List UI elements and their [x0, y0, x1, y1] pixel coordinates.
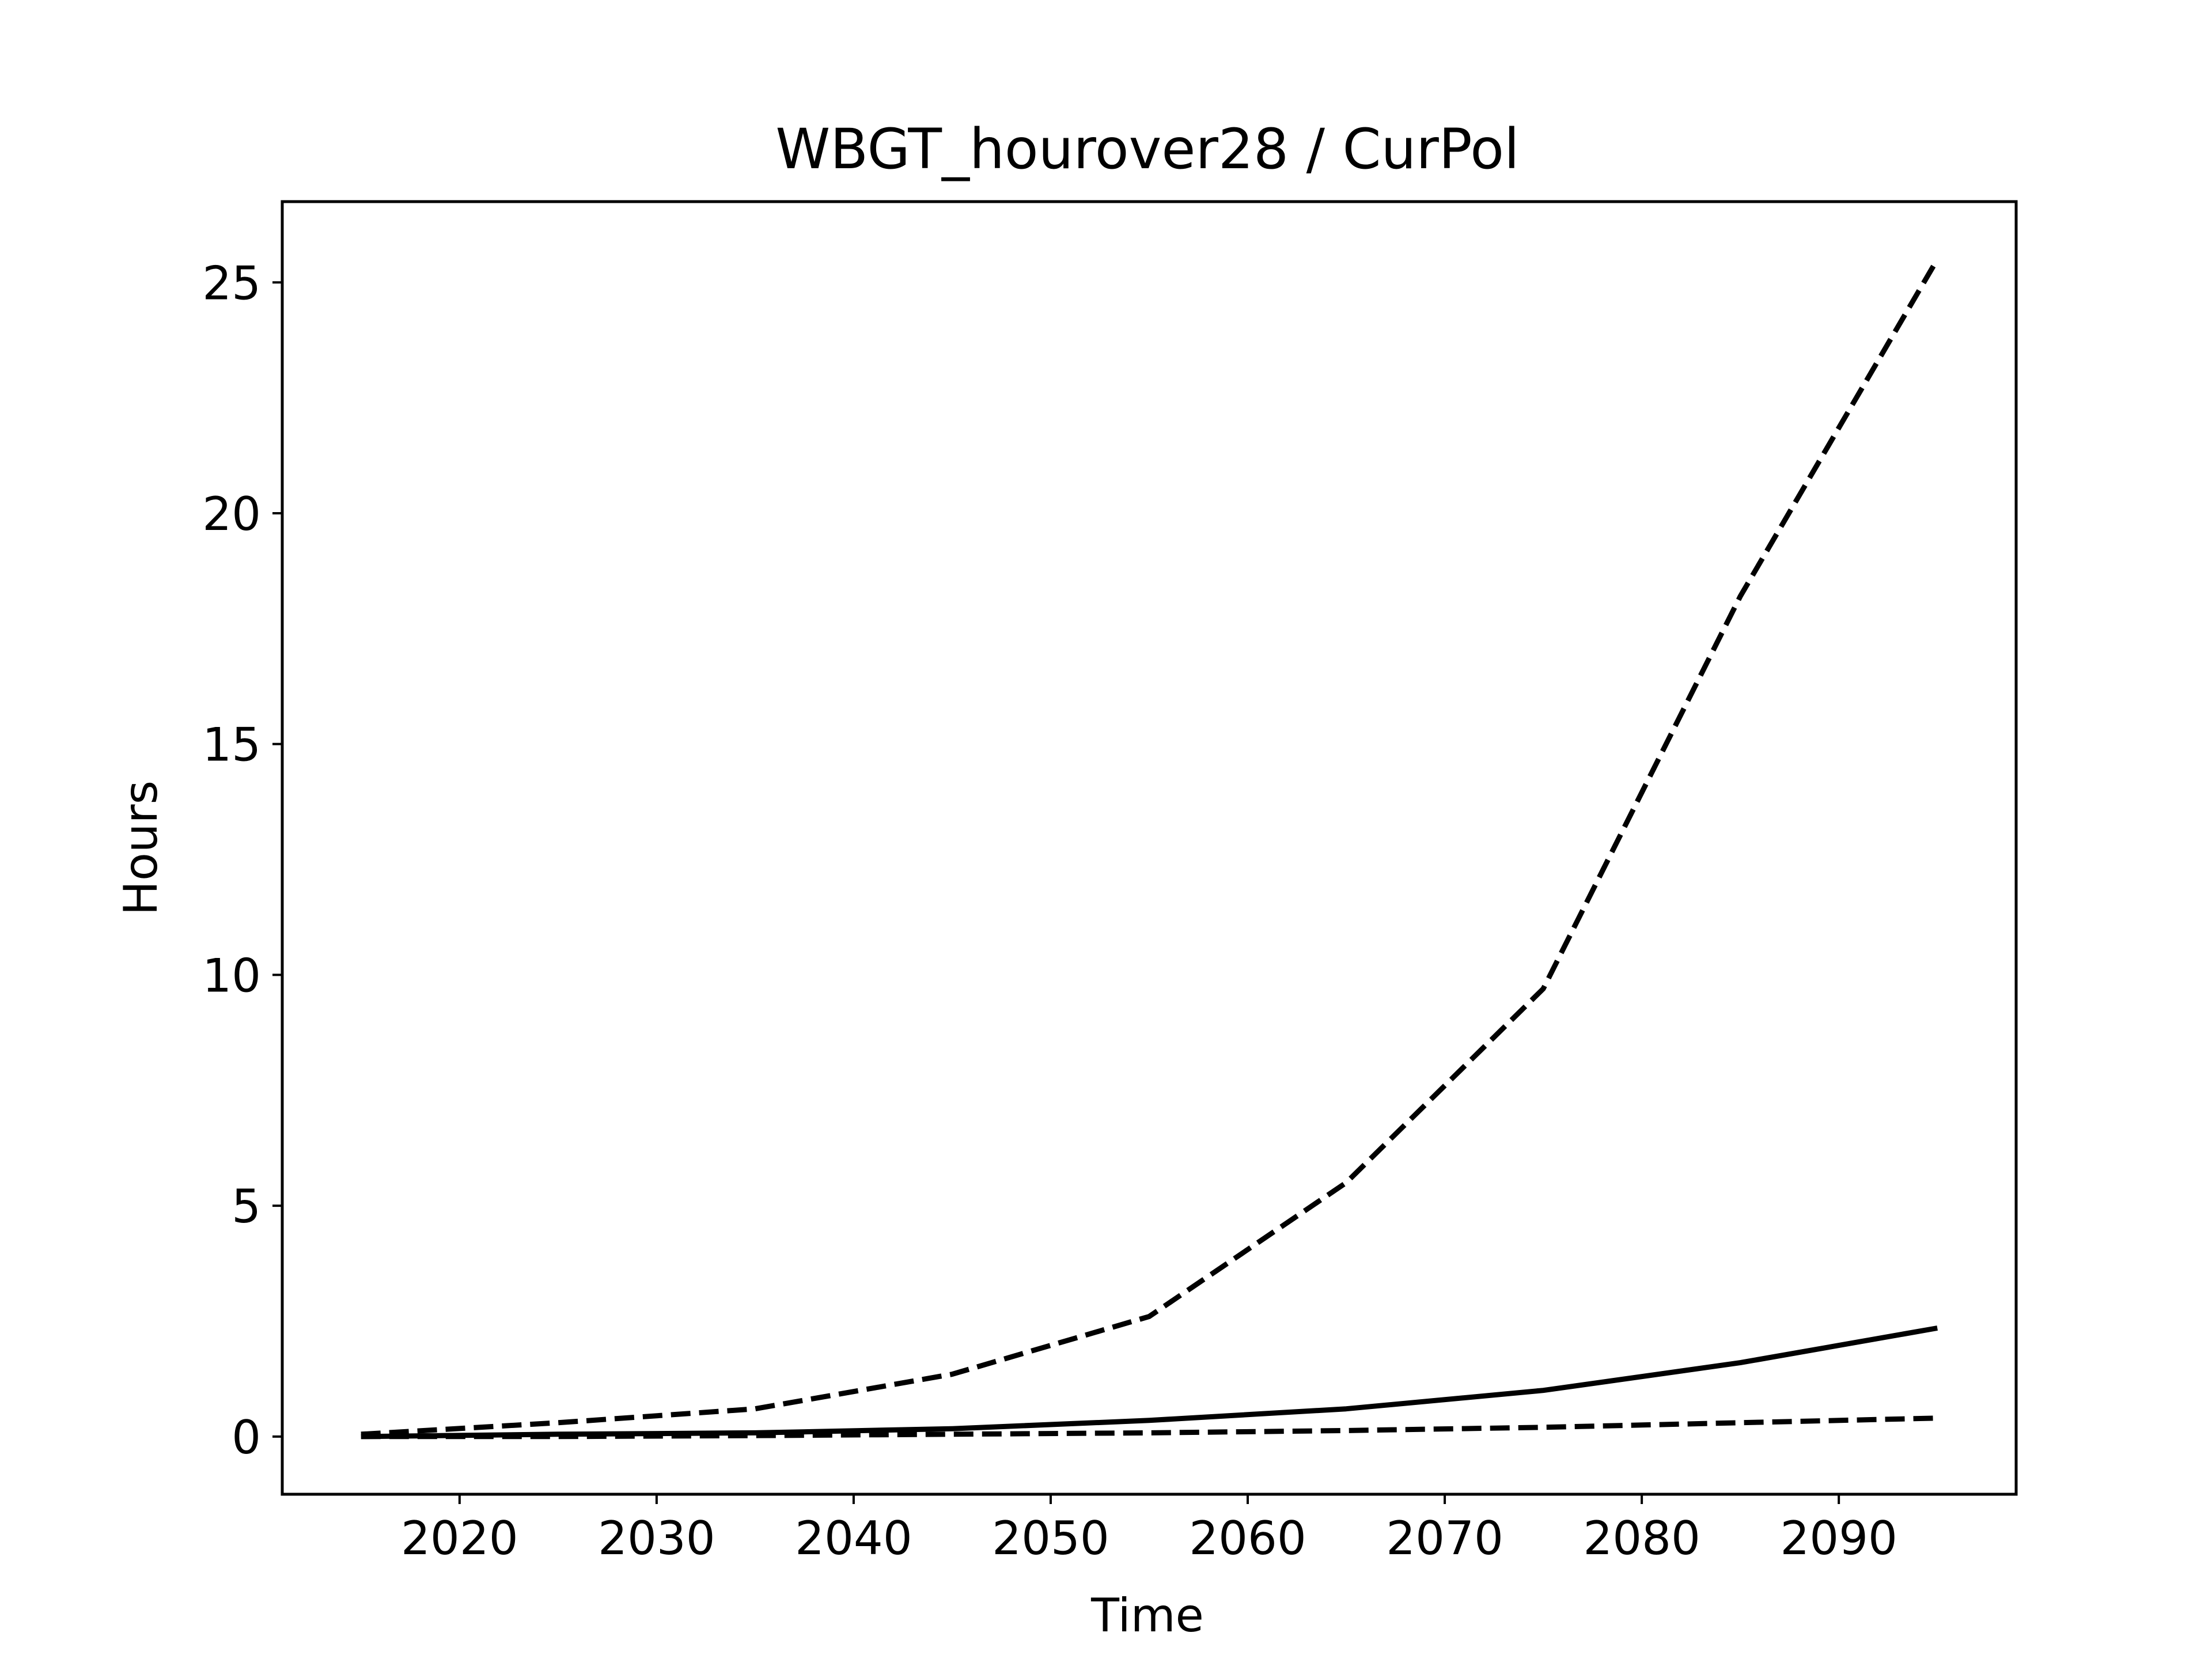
y-tick-label: 15	[202, 718, 261, 772]
x-tick-label: 2070	[1386, 1512, 1503, 1565]
plot-lines	[361, 257, 1940, 1440]
y-tick-label: 25	[202, 256, 261, 310]
y-axis: 0 5 10 15 20 25	[202, 256, 282, 1464]
y-tick-label: 5	[232, 1180, 261, 1233]
x-tick-label: 2060	[1189, 1512, 1306, 1565]
x-tick-label: 2040	[795, 1512, 912, 1565]
x-axis: 2020 2030 2040 2050 2060 2070 2080 2090	[401, 1494, 1897, 1565]
x-axis-label: Time	[1090, 1589, 1204, 1642]
x-tick-label: 2050	[992, 1512, 1109, 1565]
x-tick-label: 2030	[598, 1512, 715, 1565]
x-tick-label: 2080	[1583, 1512, 1700, 1565]
y-tick-label: 10	[202, 949, 261, 1002]
dashed-series-line-3	[361, 1415, 1938, 1440]
y-tick-label: 20	[202, 487, 261, 541]
x-tick-label: 2020	[401, 1512, 518, 1565]
y-tick-label: 0	[232, 1411, 261, 1464]
plot-frame	[281, 200, 2018, 1496]
x-tick-label: 2090	[1780, 1512, 1897, 1565]
chart-title: WBGT_hourover28 / CurPol	[775, 117, 1519, 181]
dashed-series-line-2	[361, 257, 1940, 1437]
y-axis-label: Hours	[114, 781, 168, 915]
